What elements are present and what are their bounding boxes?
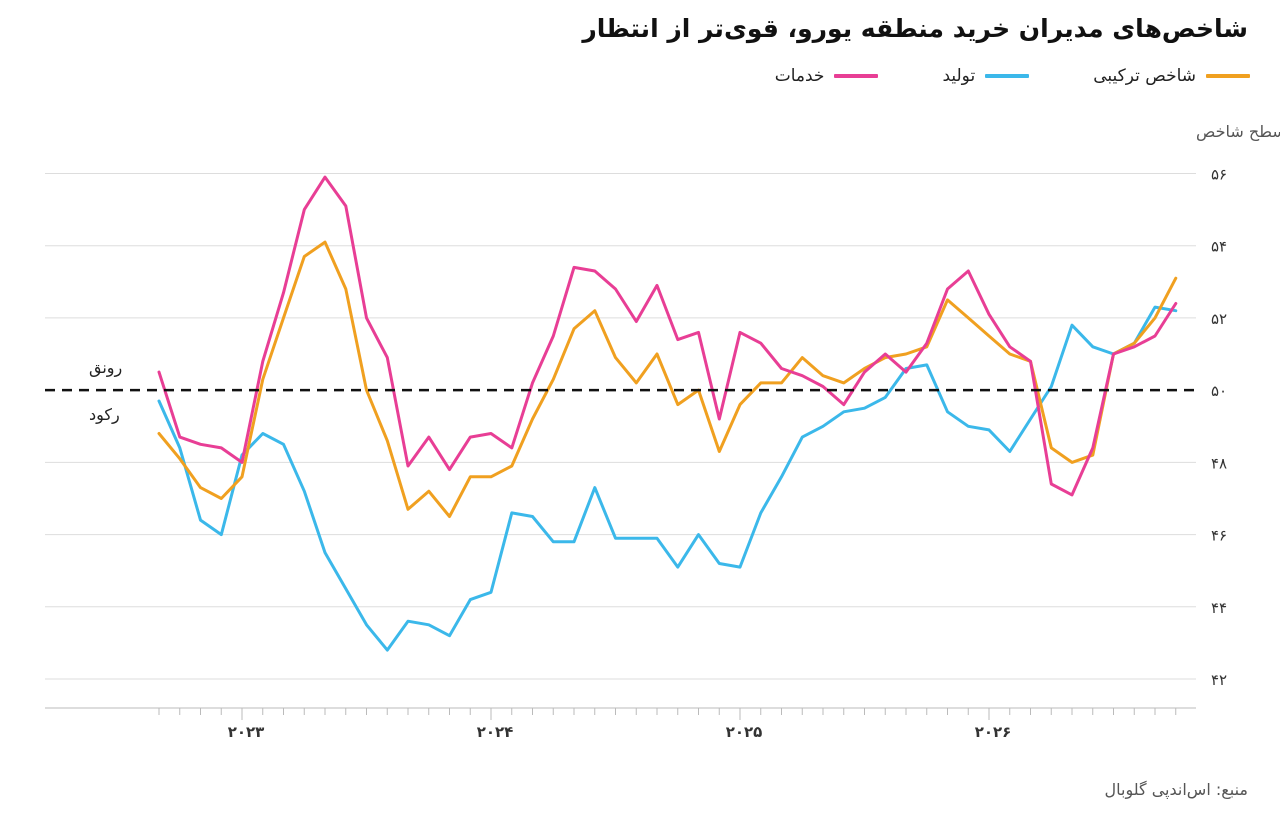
- boom-label: رونق: [89, 358, 122, 378]
- legend-swatch-services: [834, 74, 879, 78]
- source-note: منبع: اس‌اندپی گلوبال: [1104, 780, 1249, 799]
- series-line-manufacturing: [157, 305, 1178, 652]
- legend-item-services: خدمات: [775, 66, 879, 86]
- y-tick-label: ۴۶: [1211, 527, 1227, 545]
- y-tick-label: ۴۴: [1211, 599, 1227, 617]
- y-tick-label: ۵۶: [1211, 166, 1227, 184]
- x-tick-label: ۲۰۲۴: [477, 723, 514, 741]
- series-line-composite: [157, 240, 1178, 518]
- y-tick-label: ۴۸: [1211, 454, 1227, 472]
- x-tick-label: ۲۰۲۳: [228, 723, 265, 741]
- y-tick-labels: ۴۲ ۴۴ ۴۶ ۴۸ ۵۰ ۵۲ ۵۴ ۵۶: [1211, 166, 1227, 690]
- legend-swatch-manufacturing: [985, 74, 1030, 78]
- chart-title: شاخص‌های مدیران خرید منطقه یورو، قوی‌تر …: [582, 14, 1248, 43]
- y-tick-label: ۴۲: [1211, 671, 1227, 689]
- y-tick-label: ۵۰: [1211, 382, 1227, 400]
- y-axis-label: سطح شاخص: [1196, 122, 1280, 142]
- x-axis: ۲۰۲۳ ۲۰۲۴ ۲۰۲۵ ۲۰۲۶: [45, 707, 1196, 741]
- x-tick-label: ۲۰۲۶: [975, 723, 1012, 741]
- legend: شاخص ترکیبی تولید خدمات: [775, 66, 1250, 86]
- legend-item-manufacturing: تولید: [942, 66, 1030, 86]
- legend-label-composite: شاخص ترکیبی: [1093, 66, 1196, 86]
- series-line-services: [157, 175, 1178, 497]
- legend-label-manufacturing: تولید: [942, 66, 976, 86]
- legend-label-services: خدمات: [774, 66, 825, 86]
- recession-label: رکود: [89, 405, 120, 425]
- y-tick-label: ۵۲: [1211, 310, 1227, 328]
- x-tick-label: ۲۰۲۵: [726, 723, 763, 741]
- legend-swatch-composite: [1206, 74, 1250, 78]
- gridlines: [45, 173, 1196, 680]
- series-lines: [157, 175, 1178, 652]
- legend-item-composite: شاخص ترکیبی: [1093, 66, 1250, 86]
- y-tick-label: ۵۴: [1211, 238, 1227, 256]
